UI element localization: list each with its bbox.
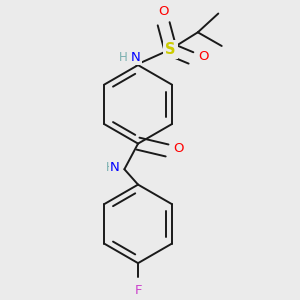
Text: O: O (173, 142, 184, 155)
Text: O: O (198, 50, 208, 63)
Text: O: O (158, 4, 169, 18)
Text: F: F (134, 284, 142, 297)
Text: H: H (119, 51, 128, 64)
Text: N: N (131, 51, 141, 64)
Text: N: N (110, 161, 119, 174)
Text: H: H (105, 161, 114, 174)
Text: S: S (165, 42, 176, 57)
